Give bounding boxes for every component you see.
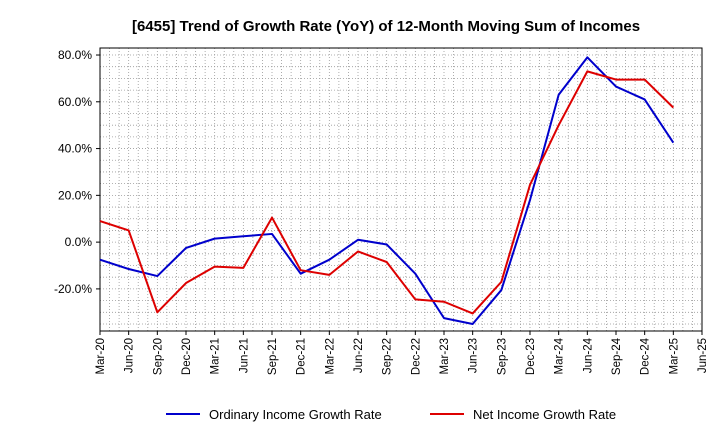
legend-label-2: Net Income Growth Rate — [473, 407, 616, 422]
x-tick-label: Mar-20 — [95, 338, 107, 374]
x-tick-label: Jun-23 — [468, 338, 480, 373]
y-tick-label: 80.0% — [58, 48, 92, 62]
x-tick-label: Jun-21 — [238, 338, 250, 373]
y-tick-label: 40.0% — [58, 142, 92, 156]
legend-label-1: Ordinary Income Growth Rate — [209, 407, 382, 422]
series-lines — [99, 56, 675, 325]
y-tick-label: 60.0% — [58, 95, 92, 109]
plot-frame — [99, 47, 703, 332]
x-tick-label: Jun-25 — [697, 338, 709, 373]
x-tick-label: Mar-22 — [324, 338, 336, 374]
x-tick-label: Mar-23 — [439, 338, 451, 374]
x-tick-label: Mar-21 — [210, 338, 222, 374]
series-line-1 — [99, 56, 675, 325]
x-tick-label: Jun-22 — [353, 338, 365, 373]
x-tick-label: Sep-22 — [382, 338, 394, 375]
grid — [100, 48, 702, 331]
x-tick-label: Mar-25 — [668, 338, 680, 374]
series-line-2 — [99, 70, 675, 315]
x-tick-label: Mar-24 — [554, 337, 566, 374]
y-tick-label: -20.0% — [54, 282, 92, 296]
x-axis: Mar-20 Jun-20 Sep-20 Dec-20 Mar-21 Jun-21 Sep-… — [95, 331, 709, 375]
y-axis: 80.0% 60.0% 40.0% 20.0% 0.0% -20.0% — [54, 48, 100, 296]
x-tick-label: Dec-20 — [181, 338, 193, 375]
x-tick-label: Dec-21 — [296, 338, 308, 375]
chart-title: [6455] Trend of Growth Rate (YoY) of 12-… — [132, 18, 640, 35]
x-tick-label: Sep-23 — [496, 338, 508, 375]
x-tick-label: Jun-20 — [124, 338, 136, 373]
x-tick-label: Sep-24 — [611, 337, 623, 375]
x-tick-label: Dec-22 — [410, 338, 422, 375]
x-tick-label: Sep-20 — [152, 338, 164, 375]
y-tick-label: 0.0% — [65, 235, 93, 249]
x-tick-label: Sep-21 — [267, 338, 279, 375]
legend: Ordinary Income Growth Rate Net Income Gr… — [166, 407, 616, 422]
x-tick-label: Dec-23 — [525, 338, 537, 375]
x-tick-label: Dec-24 — [640, 337, 652, 375]
x-tick-label: Jun-24 — [582, 337, 594, 373]
y-tick-label: 20.0% — [58, 188, 92, 202]
